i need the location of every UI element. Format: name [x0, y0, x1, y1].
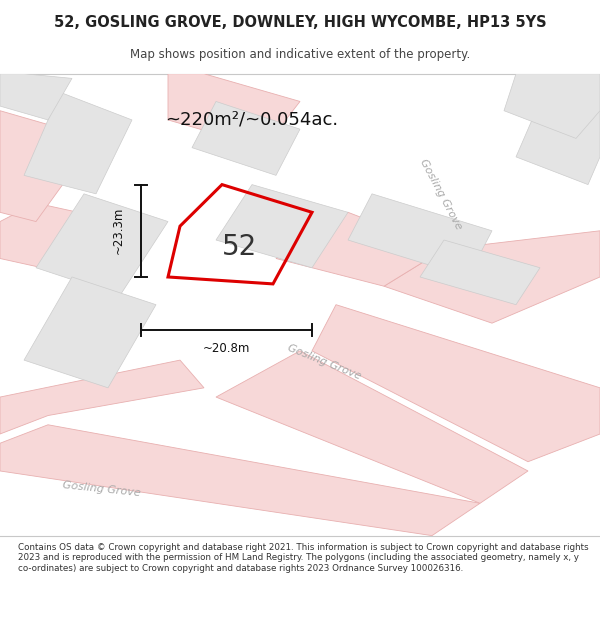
Text: ~20.8m: ~20.8m [203, 342, 250, 355]
Text: ~23.3m: ~23.3m [112, 207, 125, 254]
Polygon shape [192, 101, 300, 176]
Text: ~220m²/~0.054ac.: ~220m²/~0.054ac. [166, 111, 338, 129]
Polygon shape [24, 277, 156, 388]
Polygon shape [0, 360, 204, 434]
Polygon shape [312, 304, 600, 462]
Text: Gosling Grove: Gosling Grove [418, 157, 464, 231]
Polygon shape [0, 425, 480, 536]
Text: Gosling Grove: Gosling Grove [62, 481, 142, 499]
Text: 52, GOSLING GROVE, DOWNLEY, HIGH WYCOMBE, HP13 5YS: 52, GOSLING GROVE, DOWNLEY, HIGH WYCOMBE… [53, 14, 547, 29]
Polygon shape [384, 231, 600, 323]
Polygon shape [216, 351, 528, 503]
Text: 52: 52 [223, 233, 257, 261]
Polygon shape [216, 184, 348, 268]
Polygon shape [420, 240, 540, 304]
Polygon shape [516, 101, 600, 184]
Text: Gosling Grove: Gosling Grove [286, 343, 362, 382]
Polygon shape [24, 92, 132, 194]
Polygon shape [504, 74, 600, 138]
Polygon shape [168, 74, 300, 148]
Polygon shape [0, 111, 96, 221]
Polygon shape [348, 194, 492, 277]
Text: Contains OS data © Crown copyright and database right 2021. This information is : Contains OS data © Crown copyright and d… [18, 542, 589, 572]
Polygon shape [0, 203, 120, 277]
Polygon shape [0, 74, 72, 120]
Polygon shape [36, 194, 168, 296]
Text: Map shows position and indicative extent of the property.: Map shows position and indicative extent… [130, 48, 470, 61]
Polygon shape [276, 213, 444, 286]
